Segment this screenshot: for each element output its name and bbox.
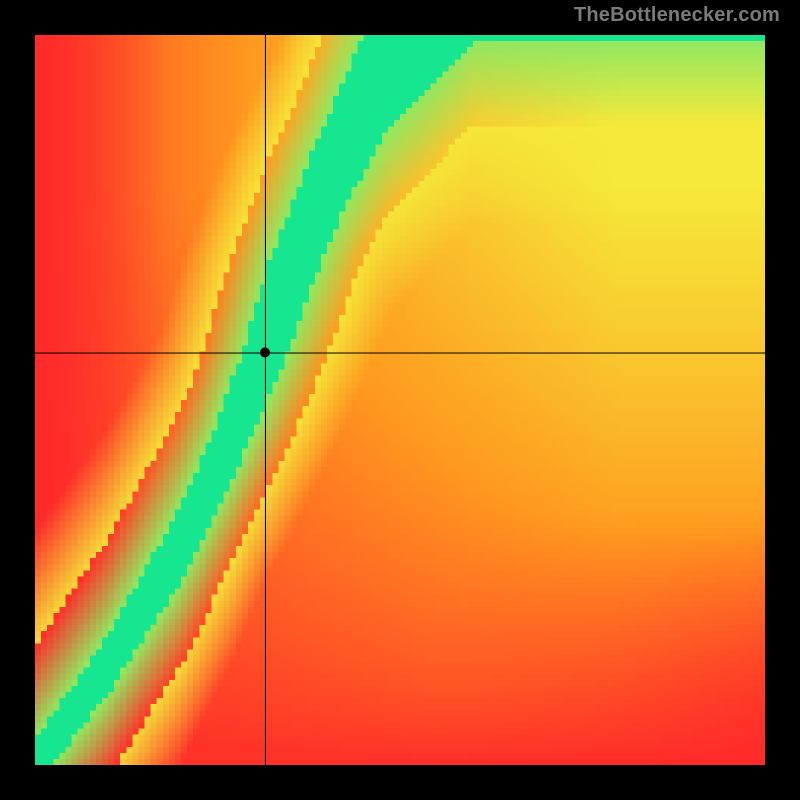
- chart-container: { "watermark": { "text": "TheBottlenecke…: [0, 0, 800, 800]
- watermark-text: TheBottlenecker.com: [574, 4, 780, 27]
- crosshair-overlay: [35, 35, 765, 765]
